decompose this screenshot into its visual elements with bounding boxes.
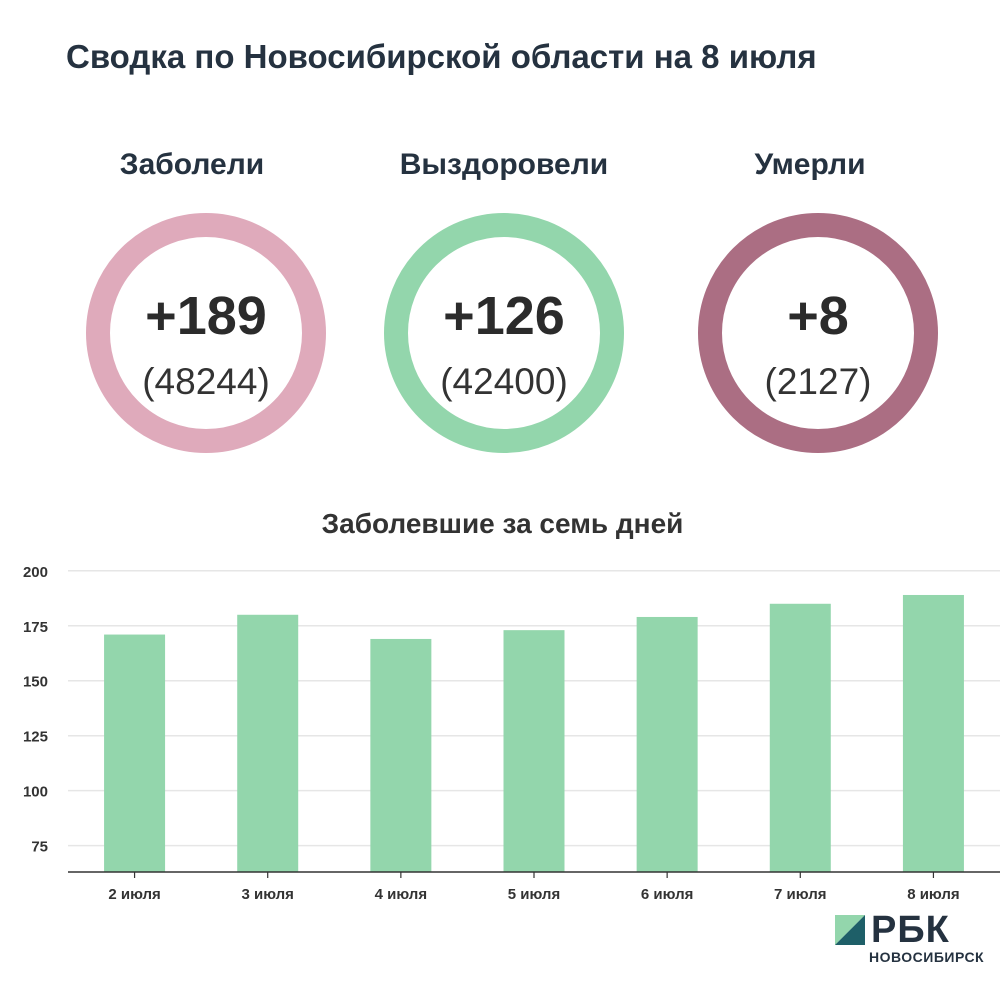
x-tick-label: 6 июля	[641, 886, 693, 903]
ring-recovered-total: (42400)	[440, 361, 568, 402]
y-tick-label: 200	[23, 564, 48, 581]
rbc-logo-subtitle: НОВОСИБИРСК	[869, 949, 985, 965]
rbc-logo-text: РБК	[871, 909, 950, 951]
rbc-logo: РБК НОВОСИБИРСК	[835, 909, 995, 975]
x-tick-label: 2 июля	[108, 886, 160, 903]
stat-label-recovered: Выздоровели	[399, 148, 609, 181]
x-tick-label: 7 июля	[774, 886, 826, 903]
y-tick-label: 175	[23, 619, 48, 636]
stat-label-cases: Заболели	[119, 148, 265, 181]
y-tick-label: 150	[23, 674, 48, 691]
x-tick-label: 8 июля	[907, 886, 959, 903]
y-tick-label: 125	[23, 729, 48, 746]
ring-recovered-delta: +126	[443, 286, 565, 346]
bar	[370, 638, 432, 872]
bar	[769, 603, 831, 872]
bar	[237, 614, 299, 872]
ring-deaths: +8 (2127)	[698, 213, 938, 453]
bar	[104, 634, 166, 872]
x-tick-label: 4 июля	[375, 886, 427, 903]
rbc-logo-mark-icon	[835, 915, 865, 945]
ring-recovered: +126 (42400)	[384, 213, 624, 453]
y-tick-label: 75	[31, 839, 48, 856]
bar	[636, 616, 698, 872]
bar	[902, 594, 964, 872]
ring-deaths-total: (2127)	[764, 361, 872, 402]
ring-cases-total: (48244)	[142, 361, 270, 402]
stat-label-deaths: Умерли	[754, 148, 866, 181]
ring-deaths-delta: +8	[787, 286, 849, 346]
ring-cases-delta: +189	[145, 286, 267, 346]
page-title: Сводка по Новосибирской области на 8 июл…	[66, 38, 817, 75]
chart-title: Заболевшие за семь дней	[321, 508, 684, 539]
bar	[503, 630, 565, 872]
x-tick-label: 5 июля	[508, 886, 560, 903]
y-tick-label: 100	[23, 784, 48, 801]
x-tick-label: 3 июля	[241, 886, 293, 903]
bar-chart: 75 100 125 150 175 200 2 июля 3 июля 4 июля 5 июл…	[23, 564, 1000, 903]
ring-cases: +189 (48244)	[86, 213, 326, 453]
